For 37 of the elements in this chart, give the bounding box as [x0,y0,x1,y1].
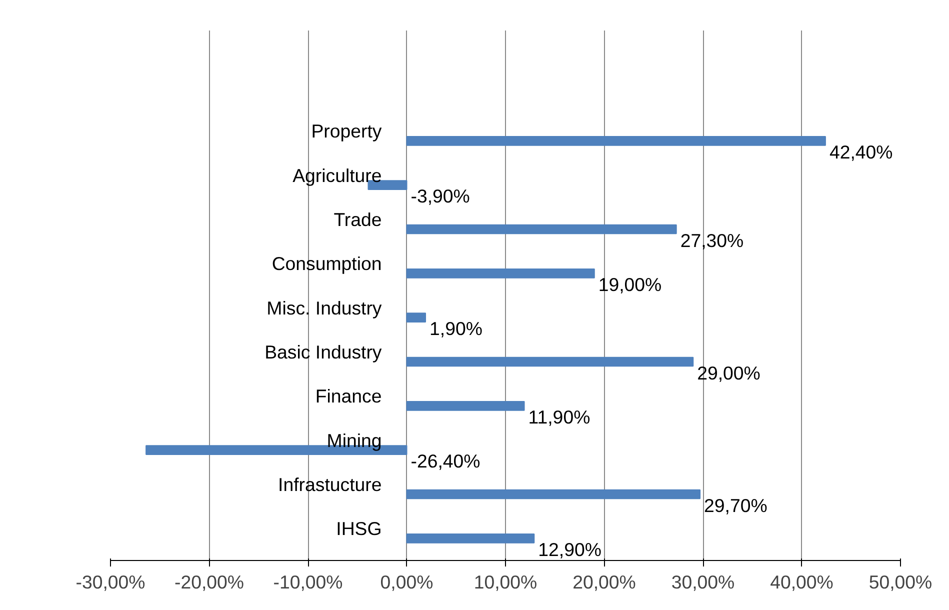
data-label: -26,40% [410,450,480,472]
y-tick-label: Property [311,120,382,142]
y-tick-label: Misc. Industry [266,297,382,318]
bar [406,268,595,278]
y-tick-label: Basic Industry [264,342,382,363]
y-tick-label: Finance [315,386,382,407]
bar [406,312,426,322]
data-label: -3,90% [410,186,470,207]
x-tick-label: 0,00% [380,572,434,592]
data-label: 19,00% [598,274,662,295]
x-tick-label: 10,00% [474,572,538,592]
data-label: 29,00% [697,362,760,384]
x-tick-label: 50,00% [868,572,932,592]
x-tick-label: -30,00% [76,572,146,592]
data-label: 42,40% [829,141,893,162]
bar [406,356,694,367]
x-tick-label: 20,00% [572,572,636,592]
data-label: 12,90% [538,538,602,560]
y-tick-label: Mining [326,430,382,451]
x-tick-label: 30,00% [671,572,735,592]
x-tick-label: -20,00% [174,572,244,592]
y-tick-label: Consumption [272,253,382,274]
y-tick-label: Infrastucture [278,474,382,496]
y-tick-label: Agriculture [292,164,382,186]
y-tick-label: Trade [334,209,382,230]
data-label: 29,70% [704,494,768,516]
data-label: 1,90% [430,318,482,340]
bar [406,401,525,411]
data-label: 11,90% [528,406,590,428]
x-tick-label: -10,00% [273,572,343,592]
bar [406,224,677,234]
y-tick-label: IHSG [336,518,382,540]
x-tick-label: 40,00% [770,572,834,592]
bar [406,489,701,500]
bar [406,534,535,544]
bar [406,136,826,146]
data-label: 27,30% [680,230,744,251]
